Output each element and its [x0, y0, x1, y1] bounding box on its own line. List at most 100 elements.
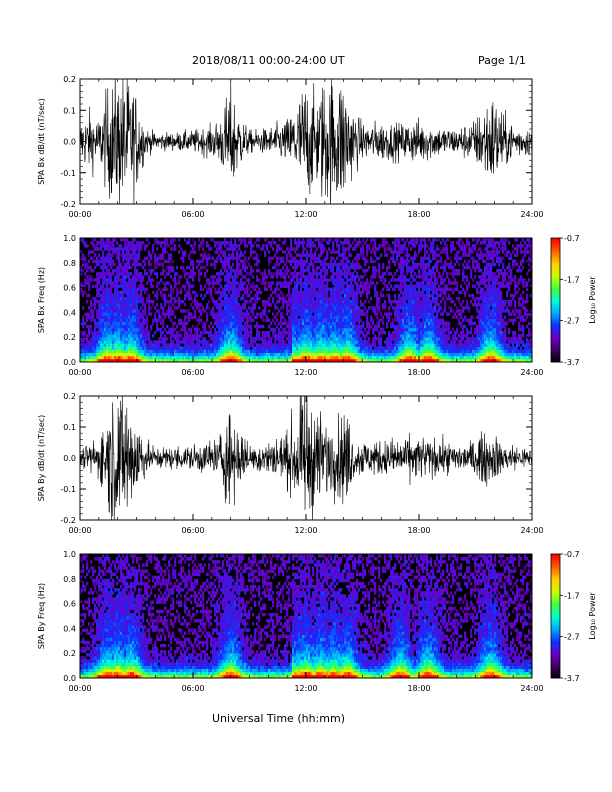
spectrogram-cell — [110, 290, 113, 295]
spectrogram-cell — [162, 250, 165, 254]
spectrogram-cell — [412, 278, 415, 282]
spectrogram-cell — [196, 340, 199, 344]
spectrogram-cell — [84, 349, 87, 353]
spectrogram-cell — [350, 284, 353, 288]
spectrogram-cell — [364, 346, 367, 350]
spectrogram-cell — [214, 337, 217, 341]
spectrogram-cell — [408, 269, 411, 273]
spectrogram-cell — [240, 334, 243, 338]
spectrogram-cell — [228, 349, 231, 353]
spectrogram-cell — [340, 272, 343, 276]
spectrogram-cell — [94, 352, 97, 357]
spectrogram-cell — [100, 238, 103, 242]
spectrogram-cell — [266, 281, 269, 285]
spectrogram-cell — [244, 358, 247, 363]
spectrogram-cell — [324, 334, 327, 338]
spectrogram-cell — [296, 296, 299, 301]
spectrogram-cell — [88, 275, 91, 279]
spectrogram-cell — [266, 334, 269, 338]
spectrogram-cell — [234, 290, 237, 295]
spectrogram-cell — [386, 321, 389, 326]
spectrogram-cell — [326, 303, 329, 307]
spectrogram-cell — [122, 265, 125, 270]
spectrogram-cell — [236, 315, 239, 319]
spectrogram-cell — [294, 281, 297, 285]
spectrogram-cell — [216, 290, 219, 295]
spectrogram-cell — [298, 272, 301, 276]
spectrogram-cell — [302, 259, 305, 264]
spectrogram-cell — [390, 340, 393, 344]
spectrogram-cell — [338, 312, 341, 316]
spectrogram-cell — [354, 318, 357, 322]
spectrogram-cell — [354, 312, 357, 316]
spectrogram-cell — [246, 358, 249, 363]
spectrogram-cell — [402, 275, 405, 279]
spectrogram-cell — [210, 343, 213, 347]
spectrogram-cell — [272, 296, 275, 301]
spectrogram-cell — [126, 318, 129, 322]
spectrogram-cell — [108, 318, 111, 322]
spectrogram-cell — [102, 284, 105, 288]
spectrogram-cell — [406, 352, 409, 357]
spectrogram-cell — [382, 349, 385, 353]
spectrogram-cell — [378, 296, 381, 301]
spectrogram-cell — [272, 312, 275, 316]
spectrogram-cell — [174, 334, 177, 338]
spectrogram-cell — [382, 238, 385, 242]
spectrogram-cell — [240, 269, 243, 273]
spectrogram-cell — [254, 262, 257, 267]
spectrogram-cell — [258, 334, 261, 338]
spectrogram-cell — [108, 269, 111, 273]
spectrogram-cell — [332, 262, 335, 267]
spectrogram-cell — [156, 290, 159, 295]
spectrogram-cell — [410, 327, 413, 332]
spectrogram-cell — [130, 278, 133, 282]
spectrogram-cell — [246, 244, 249, 248]
spectrogram-cell — [238, 321, 241, 326]
spectrogram-cell — [104, 259, 107, 264]
spectrogram-cell — [244, 340, 247, 344]
spectrogram-cell — [224, 244, 227, 248]
spectrogram-cell — [360, 281, 363, 285]
spectrogram-cell — [190, 352, 193, 357]
spectrogram-cell — [144, 256, 147, 260]
spectrogram-cell — [196, 259, 199, 264]
spectrogram-cell — [110, 349, 113, 353]
spectrogram-cell — [296, 290, 299, 295]
spectrogram-cell — [178, 296, 181, 301]
spectrogram-cell — [398, 309, 401, 313]
spectrogram-cell — [258, 244, 261, 248]
spectrogram-cell — [226, 324, 229, 329]
spectrogram-cell — [172, 241, 175, 245]
spectrogram-cell — [166, 259, 169, 264]
spectrogram-cell — [200, 293, 203, 298]
spectrogram-cell — [282, 312, 285, 316]
spectrogram-cell — [362, 238, 365, 242]
spectrogram-cell — [388, 352, 391, 357]
spectrogram-cell — [146, 343, 149, 347]
spectrogram-cell — [106, 358, 109, 363]
spectrogram-cell — [394, 355, 397, 360]
spectrogram-cell — [128, 303, 131, 307]
spectrogram-cell — [286, 281, 289, 285]
spectrogram-cell — [188, 290, 191, 295]
spectrogram-cell — [410, 318, 413, 322]
spectrogram-cell — [414, 303, 417, 307]
spectrogram-cell — [376, 290, 379, 295]
spectrogram-cell — [112, 309, 115, 313]
spectrogram-cell — [280, 318, 283, 322]
spectrogram-cell — [136, 290, 139, 295]
spectrogram-cell — [384, 284, 387, 288]
spectrogram-cell — [102, 355, 105, 360]
spectrogram-cell — [228, 290, 231, 295]
spectrogram-cell — [158, 318, 161, 322]
spectrogram-cell — [174, 349, 177, 353]
spectrogram-cell — [164, 296, 167, 301]
spectrogram-cell — [124, 296, 127, 301]
spectrogram-cell — [104, 300, 107, 304]
spectrogram-cell — [226, 300, 229, 304]
spectrogram-cell — [84, 241, 87, 245]
spectrogram-cell — [322, 238, 325, 242]
spectrogram-cell — [244, 256, 247, 260]
spectrogram-cell — [274, 321, 277, 326]
